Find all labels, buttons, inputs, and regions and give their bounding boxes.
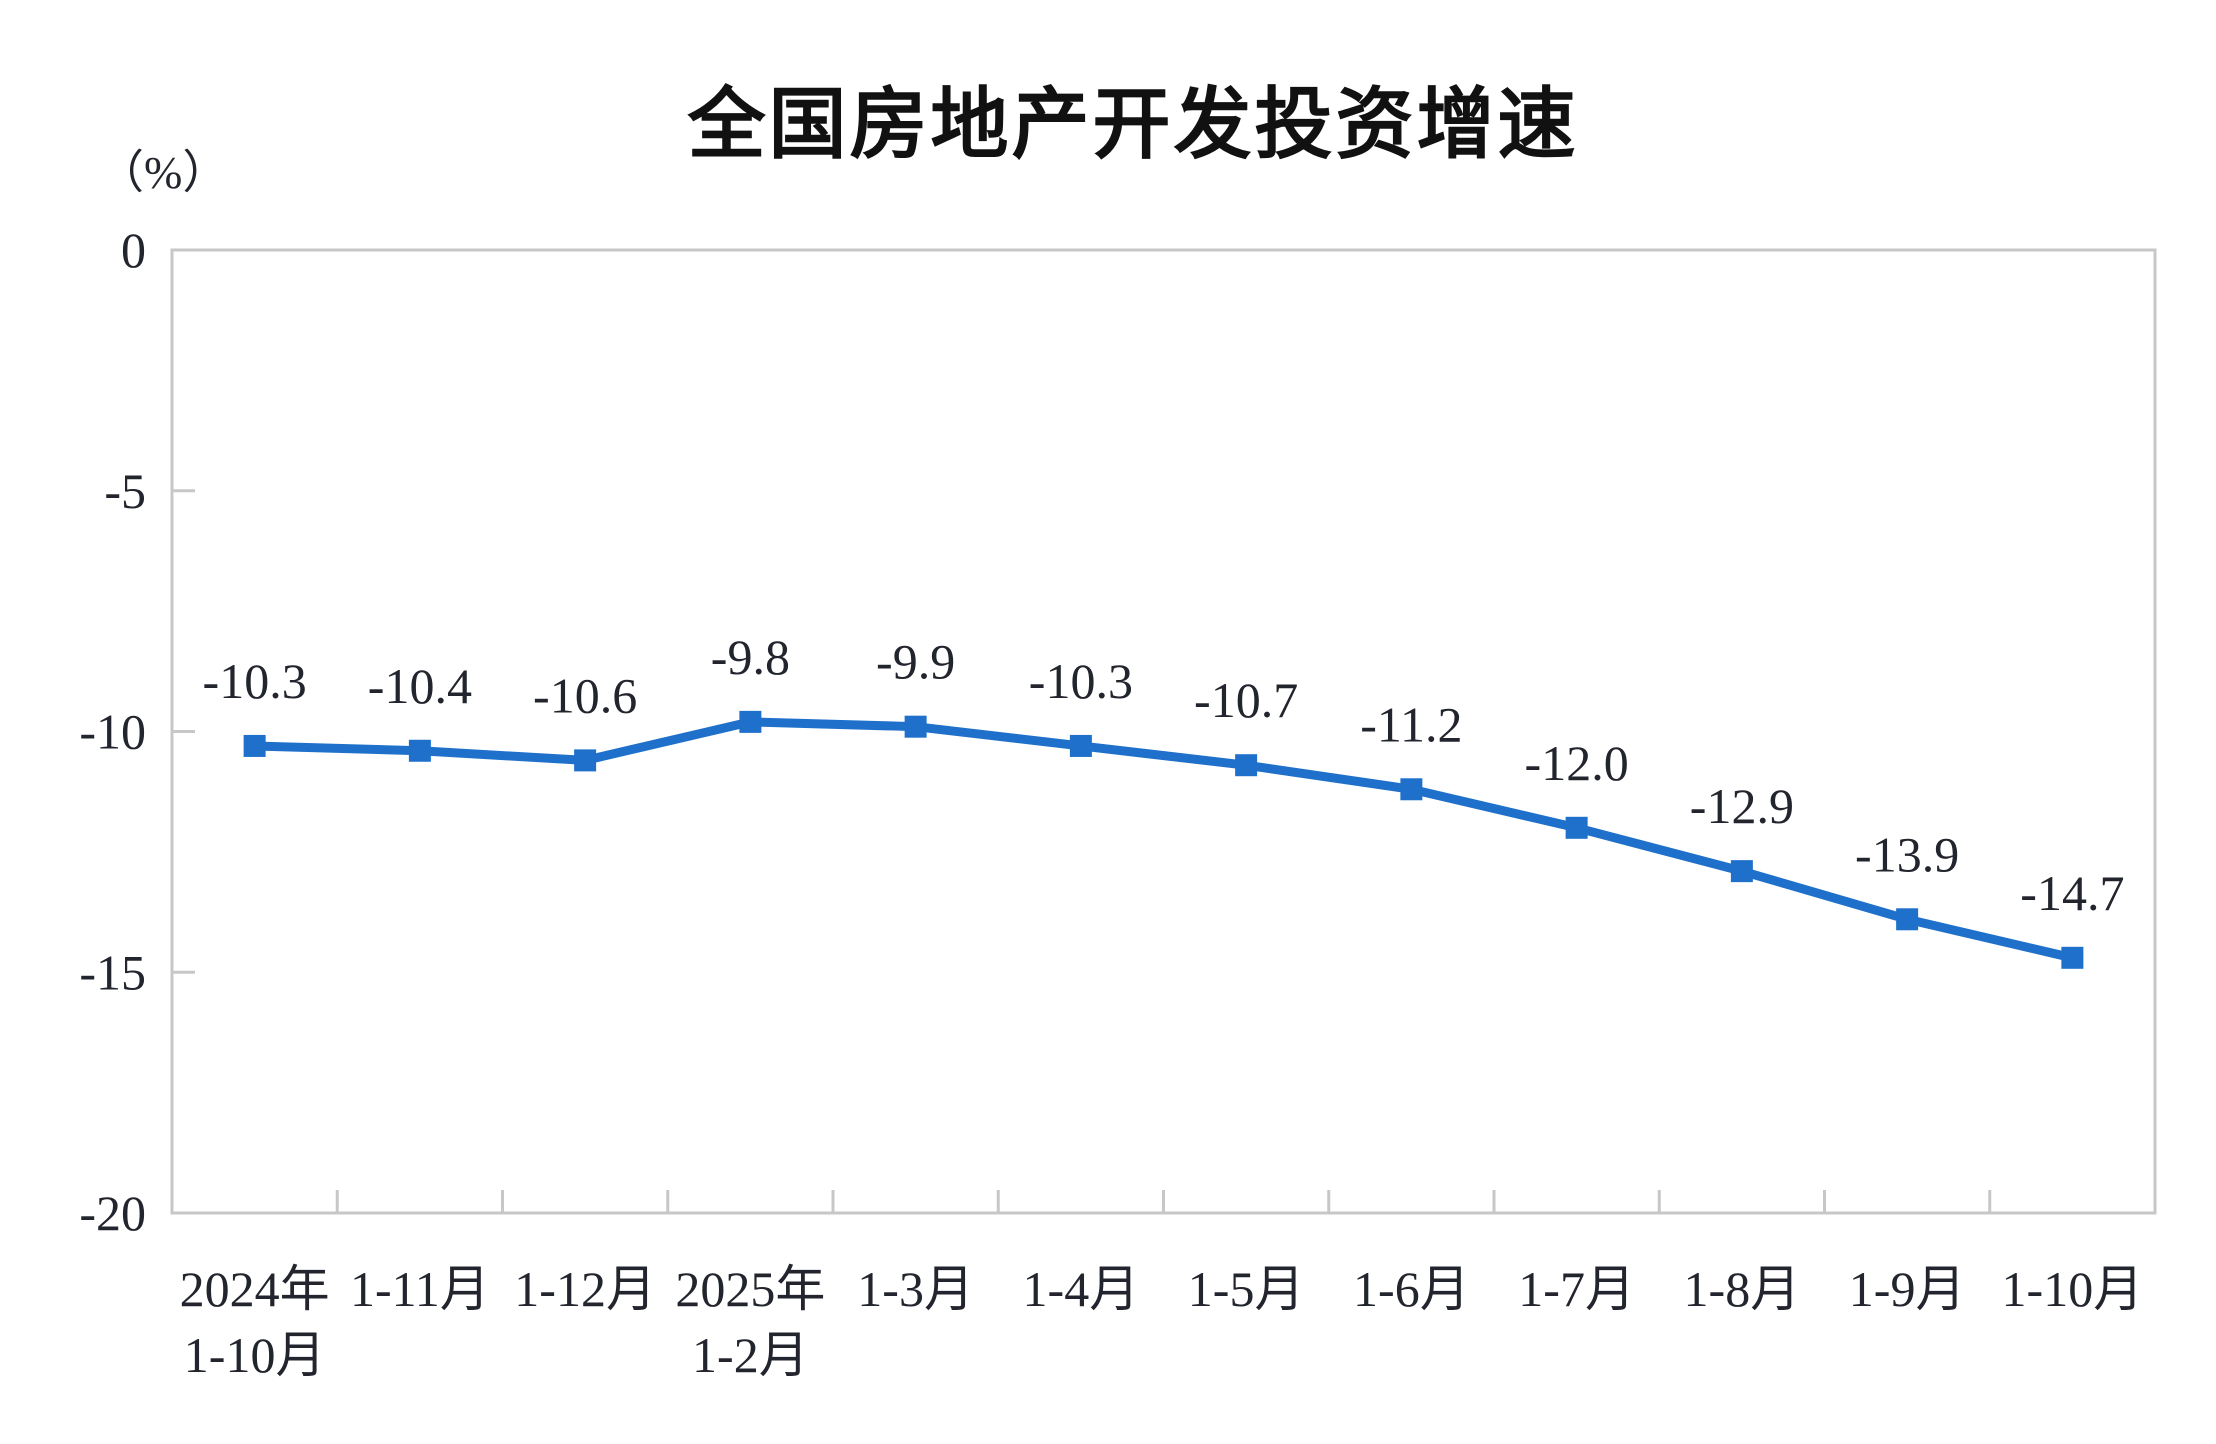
x-axis-category-label: 2025年 1-2月 (675, 1261, 825, 1383)
x-axis-category-label: 1-12月 (514, 1261, 656, 1317)
x-axis-category-label: 1-8月 (1684, 1261, 1801, 1317)
y-axis-tick-label: -20 (79, 1185, 146, 1241)
data-point-marker (1400, 778, 1423, 801)
data-point-marker (904, 715, 927, 738)
data-point-label: -9.8 (711, 629, 790, 685)
x-axis-category-label: 1-6月 (1353, 1261, 1470, 1317)
data-point-marker (1235, 754, 1258, 777)
data-point-marker (243, 734, 266, 757)
data-point-marker (1069, 734, 1092, 757)
data-line (250, 717, 2077, 963)
x-axis-category-label: 1-3月 (857, 1261, 974, 1317)
data-point-label: -14.7 (2020, 865, 2124, 921)
chart-title: 全国房地产开发投资增速 (687, 80, 1579, 168)
x-axis-category-label: 1-10月 (2002, 1261, 2144, 1317)
data-point-label: -10.3 (1029, 653, 1133, 709)
x-axis-category-label: 1-5月 (1188, 1261, 1305, 1317)
data-point-marker (2061, 946, 2084, 969)
data-point-marker (574, 749, 597, 772)
x-axis-category-label: 1-4月 (1023, 1261, 1140, 1317)
data-point-marker (1565, 816, 1588, 839)
plot-border (170, 248, 2157, 1215)
data-point-marker (408, 739, 431, 762)
data-point-label: -10.4 (368, 658, 472, 714)
data-point-label: -10.3 (203, 653, 307, 709)
data-point-marker (1896, 908, 1919, 931)
y-axis-tick-label: 0 (121, 222, 146, 278)
y-axis-tick-label: -15 (79, 944, 146, 1000)
data-point-label: -10.7 (1194, 672, 1298, 728)
data-point-label: -10.6 (533, 667, 637, 723)
data-point-label: -12.9 (1690, 778, 1794, 834)
x-axis-category-label: 1-7月 (1518, 1261, 1635, 1317)
x-axis-category-label: 1-9月 (1849, 1261, 1966, 1317)
y-axis-unit-label: （%） (98, 147, 229, 198)
x-axis-category-label: 1-11月 (350, 1261, 490, 1317)
data-point-marker (739, 710, 762, 733)
data-point-label: -9.9 (876, 634, 955, 690)
data-point-label: -12.0 (1525, 735, 1629, 791)
data-point-marker (1730, 860, 1753, 883)
x-axis-category-label: 2024年 1-10月 (180, 1261, 330, 1383)
data-point-label: -13.9 (1855, 826, 1959, 882)
y-axis-tick-label: -10 (79, 704, 146, 760)
y-axis-tick-label: -5 (104, 463, 146, 519)
data-point-label: -11.2 (1360, 696, 1462, 752)
